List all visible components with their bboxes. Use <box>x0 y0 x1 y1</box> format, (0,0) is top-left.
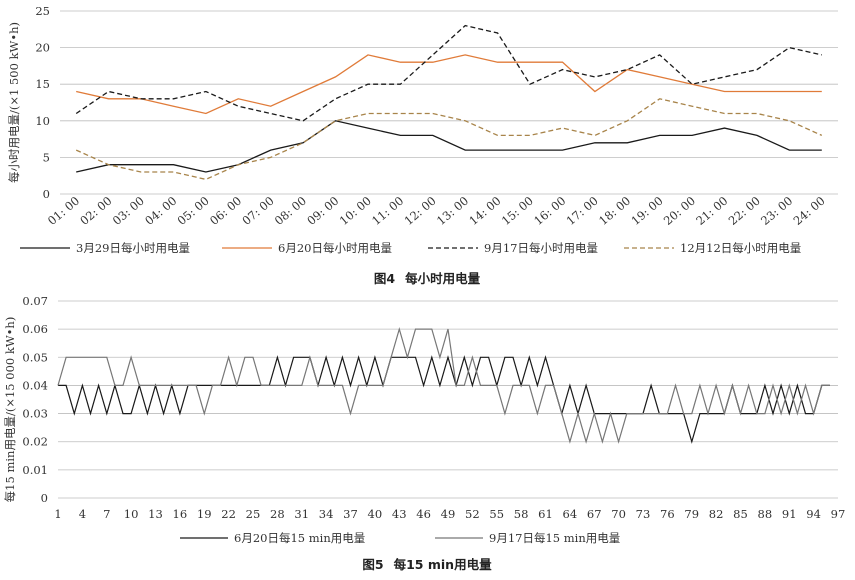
x-tick-label: 13: 00 <box>434 194 471 228</box>
x-tick-label: 16 <box>173 507 188 521</box>
x-tick-label: 73 <box>636 507 651 521</box>
hourly-consumption-chart: 0 5 10 15 20 25 01: 00 02: 00 03: 00 04: 00 05: 00… <box>7 4 838 286</box>
series-line-2 <box>57 326 830 444</box>
x-tick-label: 91 <box>782 507 797 521</box>
y-tick-label: 20 <box>35 41 50 55</box>
x-tick-label: 08: 00 <box>272 194 309 228</box>
x-tick-label: 82 <box>709 507 724 521</box>
series-line-2 <box>76 54 822 115</box>
x-tick-label: 18: 00 <box>596 194 633 228</box>
legend-label-1: 6月20日每15 min用电量 <box>234 531 365 545</box>
x-tick-label: 97 <box>831 507 846 521</box>
x-tick-label: 58 <box>514 507 529 521</box>
x-tick-label: 46 <box>416 507 431 521</box>
x-tick-label: 04: 00 <box>142 194 179 228</box>
y-tick-label: 0.07 <box>22 294 48 308</box>
quarter-hour-chart-svg: 0 0.01 0.02 0.03 0.04 0.05 0.06 0.07 1 4 7 10 13 16 19… <box>3 294 846 572</box>
x-tick-label: 34 <box>319 507 334 521</box>
legend-label-4: 12月12日每小时用电量 <box>680 241 801 255</box>
x-tick-label: 31 <box>294 507 309 521</box>
x-tick-label: 11: 00 <box>369 194 406 228</box>
y-tick-label: 0.01 <box>22 463 48 477</box>
x-tick-label: 40 <box>368 507 383 521</box>
quarter-hour-consumption-chart: 0 0.01 0.02 0.03 0.04 0.05 0.06 0.07 1 4 7 10 13 16 19… <box>0 292 855 576</box>
x-tick-label: 05: 00 <box>175 194 212 228</box>
x-tick-label: 88 <box>758 507 773 521</box>
x-tick-label: 76 <box>660 507 675 521</box>
x-tick-label: 52 <box>465 507 480 521</box>
x-tick-label: 12: 00 <box>402 194 439 228</box>
x-tick-label: 01: 00 <box>45 194 82 228</box>
x-tick-label: 10 <box>124 507 139 521</box>
x-tick-label: 16: 00 <box>531 194 568 228</box>
y-axis-label: 每15 min用电量/(×15 000 kW•h) <box>3 317 17 503</box>
x-tick-label: 43 <box>392 507 407 521</box>
x-tick-label: 09: 00 <box>304 194 341 228</box>
x-tick-label: 79 <box>684 507 699 521</box>
x-tick-label: 70 <box>611 507 626 521</box>
x-tick-label: 22: 00 <box>726 194 763 228</box>
x-tick-label: 15: 00 <box>499 194 536 228</box>
y-tick-label: 0.05 <box>22 350 48 364</box>
y-tick-label: 0 <box>43 187 50 201</box>
y-tick-label: 15 <box>35 77 50 91</box>
x-tick-label: 61 <box>538 507 553 521</box>
x-tick-label: 49 <box>441 507 456 521</box>
x-tick-label: 64 <box>563 507 578 521</box>
x-tick-label: 19 <box>197 507 212 521</box>
x-tick-label: 02: 00 <box>77 194 114 228</box>
x-tick-label: 13 <box>148 507 163 521</box>
series-line-1 <box>58 355 830 444</box>
x-tick-label: 22 <box>221 507 236 521</box>
x-tick-label: 03: 00 <box>110 194 147 228</box>
legend-label-2: 6月20日每小时用电量 <box>278 241 392 255</box>
y-tick-label: 5 <box>43 150 50 164</box>
y-tick-label: 10 <box>35 114 50 128</box>
x-tick-label: 23: 00 <box>758 194 795 228</box>
x-tick-label: 10: 00 <box>337 194 374 228</box>
x-tick-label: 7 <box>103 507 110 521</box>
figure-caption: 图4 每小时用电量 <box>374 271 481 286</box>
y-tick-label: 0.03 <box>22 407 48 421</box>
x-tick-label: 4 <box>79 507 86 521</box>
x-tick-label: 25 <box>246 507 261 521</box>
series-line-4 <box>75 98 823 181</box>
figure-caption: 图5 每15 min用电量 <box>362 557 492 572</box>
x-tick-label: 94 <box>806 507 821 521</box>
y-tick-label: 0 <box>41 491 48 505</box>
series-line-1 <box>76 120 822 173</box>
x-tick-label: 20: 00 <box>661 194 698 228</box>
series-line-3 <box>75 24 822 122</box>
x-tick-label: 55 <box>489 507 504 521</box>
x-tick-label: 24: 00 <box>791 194 828 228</box>
legend-label-3: 9月17日每小时用电量 <box>484 241 598 255</box>
legend-label-1: 3月29日每小时用电量 <box>76 241 190 255</box>
x-tick-label: 1 <box>54 507 61 521</box>
legend-label-2: 9月17日每15 min用电量 <box>489 531 620 545</box>
x-tick-label: 28 <box>270 507 285 521</box>
x-tick-label: 07: 00 <box>239 194 276 228</box>
y-tick-label: 25 <box>35 4 50 18</box>
y-tick-label: 0.04 <box>22 378 48 392</box>
x-tick-label: 85 <box>733 507 748 521</box>
x-tick-label: 21: 00 <box>693 194 730 228</box>
y-tick-label: 0.06 <box>22 322 48 336</box>
x-tick-label: 14: 00 <box>466 194 503 228</box>
x-tick-label: 37 <box>343 507 358 521</box>
y-axis-label: 每小时用电量/(×1 500 kW•h) <box>7 22 21 183</box>
y-tick-label: 0.02 <box>22 435 48 449</box>
x-tick-label: 19: 00 <box>628 194 665 228</box>
x-tick-label: 17: 00 <box>564 194 601 228</box>
x-tick-label: 06: 00 <box>207 194 244 228</box>
x-tick-label: 67 <box>587 507 602 521</box>
